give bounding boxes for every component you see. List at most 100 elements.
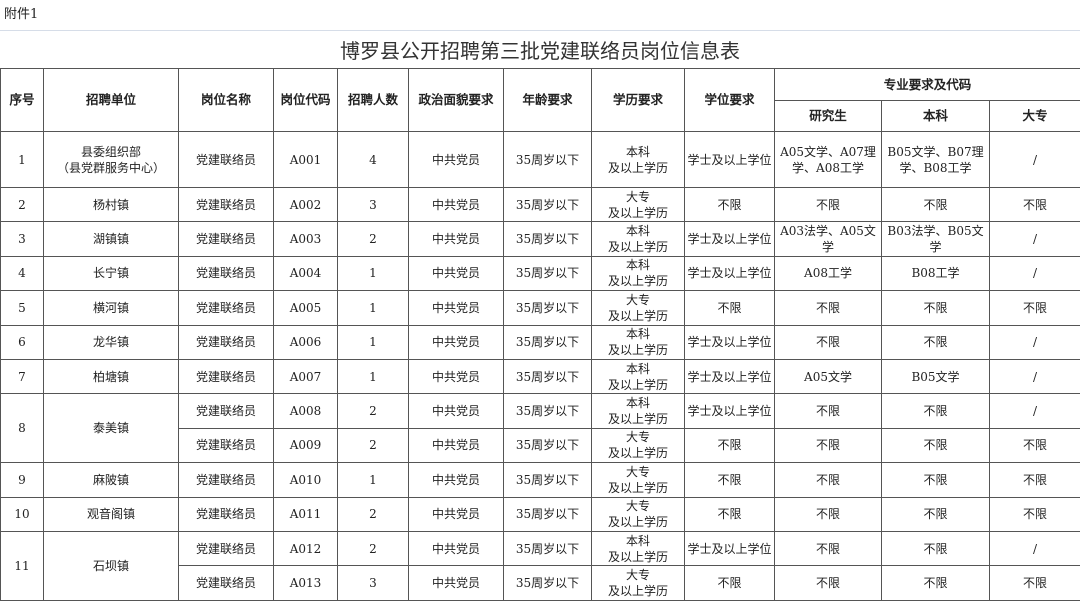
cell-unit: 龙华镇 bbox=[43, 324, 179, 360]
cell-political: 中共党员 bbox=[408, 221, 504, 257]
cell-age: 35周岁以下 bbox=[503, 393, 592, 429]
cell-age: 35周岁以下 bbox=[503, 131, 592, 188]
cell-age: 35周岁以下 bbox=[503, 290, 592, 326]
cell-post: 党建联络员 bbox=[178, 290, 274, 326]
cell-degree: 学士及以上学位 bbox=[684, 131, 775, 188]
attachment-label: 附件1 bbox=[0, 0, 1080, 31]
cell-post: 党建联络员 bbox=[178, 324, 274, 360]
cell-major-ug: 不限 bbox=[881, 462, 990, 498]
cell-major-grad: A05文学、A07理学、A08工学 bbox=[774, 131, 882, 188]
cell-post: 党建联络员 bbox=[178, 462, 274, 498]
cell-major-grad: A05文学 bbox=[774, 358, 882, 395]
cell-count: 3 bbox=[337, 186, 409, 223]
cell-code: A005 bbox=[273, 290, 338, 326]
cell-degree: 不限 bbox=[684, 565, 775, 601]
cell-age: 35周岁以下 bbox=[503, 530, 592, 567]
cell-major-grad: 不限 bbox=[774, 530, 882, 567]
cell-political: 中共党员 bbox=[408, 131, 504, 188]
cell-seq: 4 bbox=[0, 255, 44, 292]
header-unit: 招聘单位 bbox=[43, 68, 179, 132]
cell-major-grad: A03法学、A05文学 bbox=[774, 221, 882, 257]
cell-age: 35周岁以下 bbox=[503, 358, 592, 395]
cell-count: 2 bbox=[337, 530, 409, 567]
header-grad: 研究生 bbox=[774, 100, 882, 132]
table-row: 2 杨村镇 党建联络员 A002 3 中共党员 35周岁以下 大专 及以上学历 不限 不限 不限 不限 bbox=[0, 186, 1080, 223]
cell-major-college: / bbox=[988, 255, 1080, 292]
cell-unit: 柏塘镇 bbox=[43, 358, 179, 395]
cell-edu: 大专 及以上学历 bbox=[591, 462, 685, 498]
cell-count: 2 bbox=[337, 496, 409, 532]
cell-major-college: 不限 bbox=[988, 290, 1080, 326]
cell-degree: 学士及以上学位 bbox=[684, 358, 775, 395]
table-row: 党建联络员 A013 3 中共党员 35周岁以下 大专 及以上学历 不限 不限 不限 不限 bbox=[1, 565, 1080, 601]
table-row: 1 县委组织部 （县党群服务中心） 党建联络员 A001 4 中共党员 35周岁以下 本科 及… bbox=[0, 131, 1080, 188]
header-ug: 本科 bbox=[881, 100, 990, 132]
cell-degree: 学士及以上学位 bbox=[684, 530, 775, 567]
cell-political: 中共党员 bbox=[408, 324, 504, 360]
cell-count: 1 bbox=[337, 290, 409, 326]
cell-major-college: / bbox=[988, 131, 1080, 188]
cell-major-grad: 不限 bbox=[774, 462, 882, 498]
cell-degree: 学士及以上学位 bbox=[684, 324, 775, 360]
cell-political: 中共党员 bbox=[408, 186, 504, 223]
cell-seq: 6 bbox=[0, 324, 44, 360]
cell-political: 中共党员 bbox=[408, 496, 504, 532]
cell-code: A009 bbox=[273, 427, 338, 464]
cell-edu: 大专 及以上学历 bbox=[591, 565, 685, 601]
cell-political: 中共党员 bbox=[408, 530, 504, 567]
cell-major-grad: 不限 bbox=[774, 565, 882, 601]
cell-degree: 不限 bbox=[684, 186, 775, 223]
cell-political: 中共党员 bbox=[408, 255, 504, 292]
cell-major-college: / bbox=[988, 358, 1080, 395]
cell-political: 中共党员 bbox=[408, 462, 504, 498]
cell-major-ug: 不限 bbox=[881, 290, 990, 326]
cell-age: 35周岁以下 bbox=[503, 324, 592, 360]
cell-unit: 泰美镇 bbox=[43, 393, 179, 464]
cell-edu: 本科 及以上学历 bbox=[591, 393, 685, 429]
cell-code: A003 bbox=[273, 221, 338, 257]
cell-major-college: 不限 bbox=[988, 496, 1080, 532]
table-row: 11 石坝镇 党建联络员 A012 2 中共党员 35周岁以下 本科 及以上学历 学士及以上学位… bbox=[0, 530, 1080, 601]
cell-major-college: / bbox=[988, 530, 1080, 567]
cell-edu: 大专 及以上学历 bbox=[591, 496, 685, 532]
cell-seq: 1 bbox=[0, 131, 44, 188]
cell-count: 1 bbox=[337, 255, 409, 292]
cell-major-college: 不限 bbox=[988, 427, 1080, 464]
cell-edu: 大专 及以上学历 bbox=[591, 186, 685, 223]
cell-count: 2 bbox=[337, 393, 409, 429]
cell-seq: 11 bbox=[0, 530, 44, 601]
cell-post: 党建联络员 bbox=[178, 427, 274, 464]
cell-seq: 3 bbox=[0, 221, 44, 257]
header-age: 年龄要求 bbox=[503, 68, 592, 132]
cell-major-college: / bbox=[988, 324, 1080, 360]
page-title: 博罗县公开招聘第三批党建联络员岗位信息表 bbox=[340, 39, 740, 63]
cell-post: 党建联络员 bbox=[178, 131, 274, 188]
cell-major-ug: 不限 bbox=[881, 393, 990, 429]
cell-seq: 10 bbox=[0, 496, 44, 532]
cell-degree: 不限 bbox=[684, 290, 775, 326]
cell-unit: 长宁镇 bbox=[43, 255, 179, 292]
cell-code: A004 bbox=[273, 255, 338, 292]
header-code: 岗位代码 bbox=[273, 68, 338, 132]
cell-edu: 大专 及以上学历 bbox=[591, 427, 685, 464]
table-row: 7 柏塘镇 党建联络员 A007 1 中共党员 35周岁以下 本科 及以上学历 学士及以上学位 A… bbox=[0, 358, 1080, 395]
cell-political: 中共党员 bbox=[408, 565, 504, 601]
cell-political: 中共党员 bbox=[408, 358, 504, 395]
cell-major-ug: B05文学、B07理学、B08工学 bbox=[881, 131, 990, 188]
cell-post: 党建联络员 bbox=[178, 358, 274, 395]
cell-age: 35周岁以下 bbox=[503, 186, 592, 223]
cell-unit: 石坝镇 bbox=[43, 530, 179, 601]
cell-degree: 不限 bbox=[684, 427, 775, 464]
header-major-group: 专业要求及代码 bbox=[773, 68, 1080, 101]
header-political: 政治面貌要求 bbox=[408, 68, 504, 132]
cell-major-ug: B08工学 bbox=[881, 255, 990, 292]
cell-major-grad: 不限 bbox=[774, 186, 882, 223]
cell-post: 党建联络员 bbox=[178, 565, 274, 601]
cell-unit: 观音阁镇 bbox=[43, 496, 179, 532]
cell-edu: 本科 及以上学历 bbox=[591, 255, 685, 292]
cell-post: 党建联络员 bbox=[178, 496, 274, 532]
cell-code: A002 bbox=[273, 186, 338, 223]
cell-major-grad: A08工学 bbox=[774, 255, 882, 292]
cell-count: 1 bbox=[337, 462, 409, 498]
cell-seq: 8 bbox=[0, 393, 44, 464]
